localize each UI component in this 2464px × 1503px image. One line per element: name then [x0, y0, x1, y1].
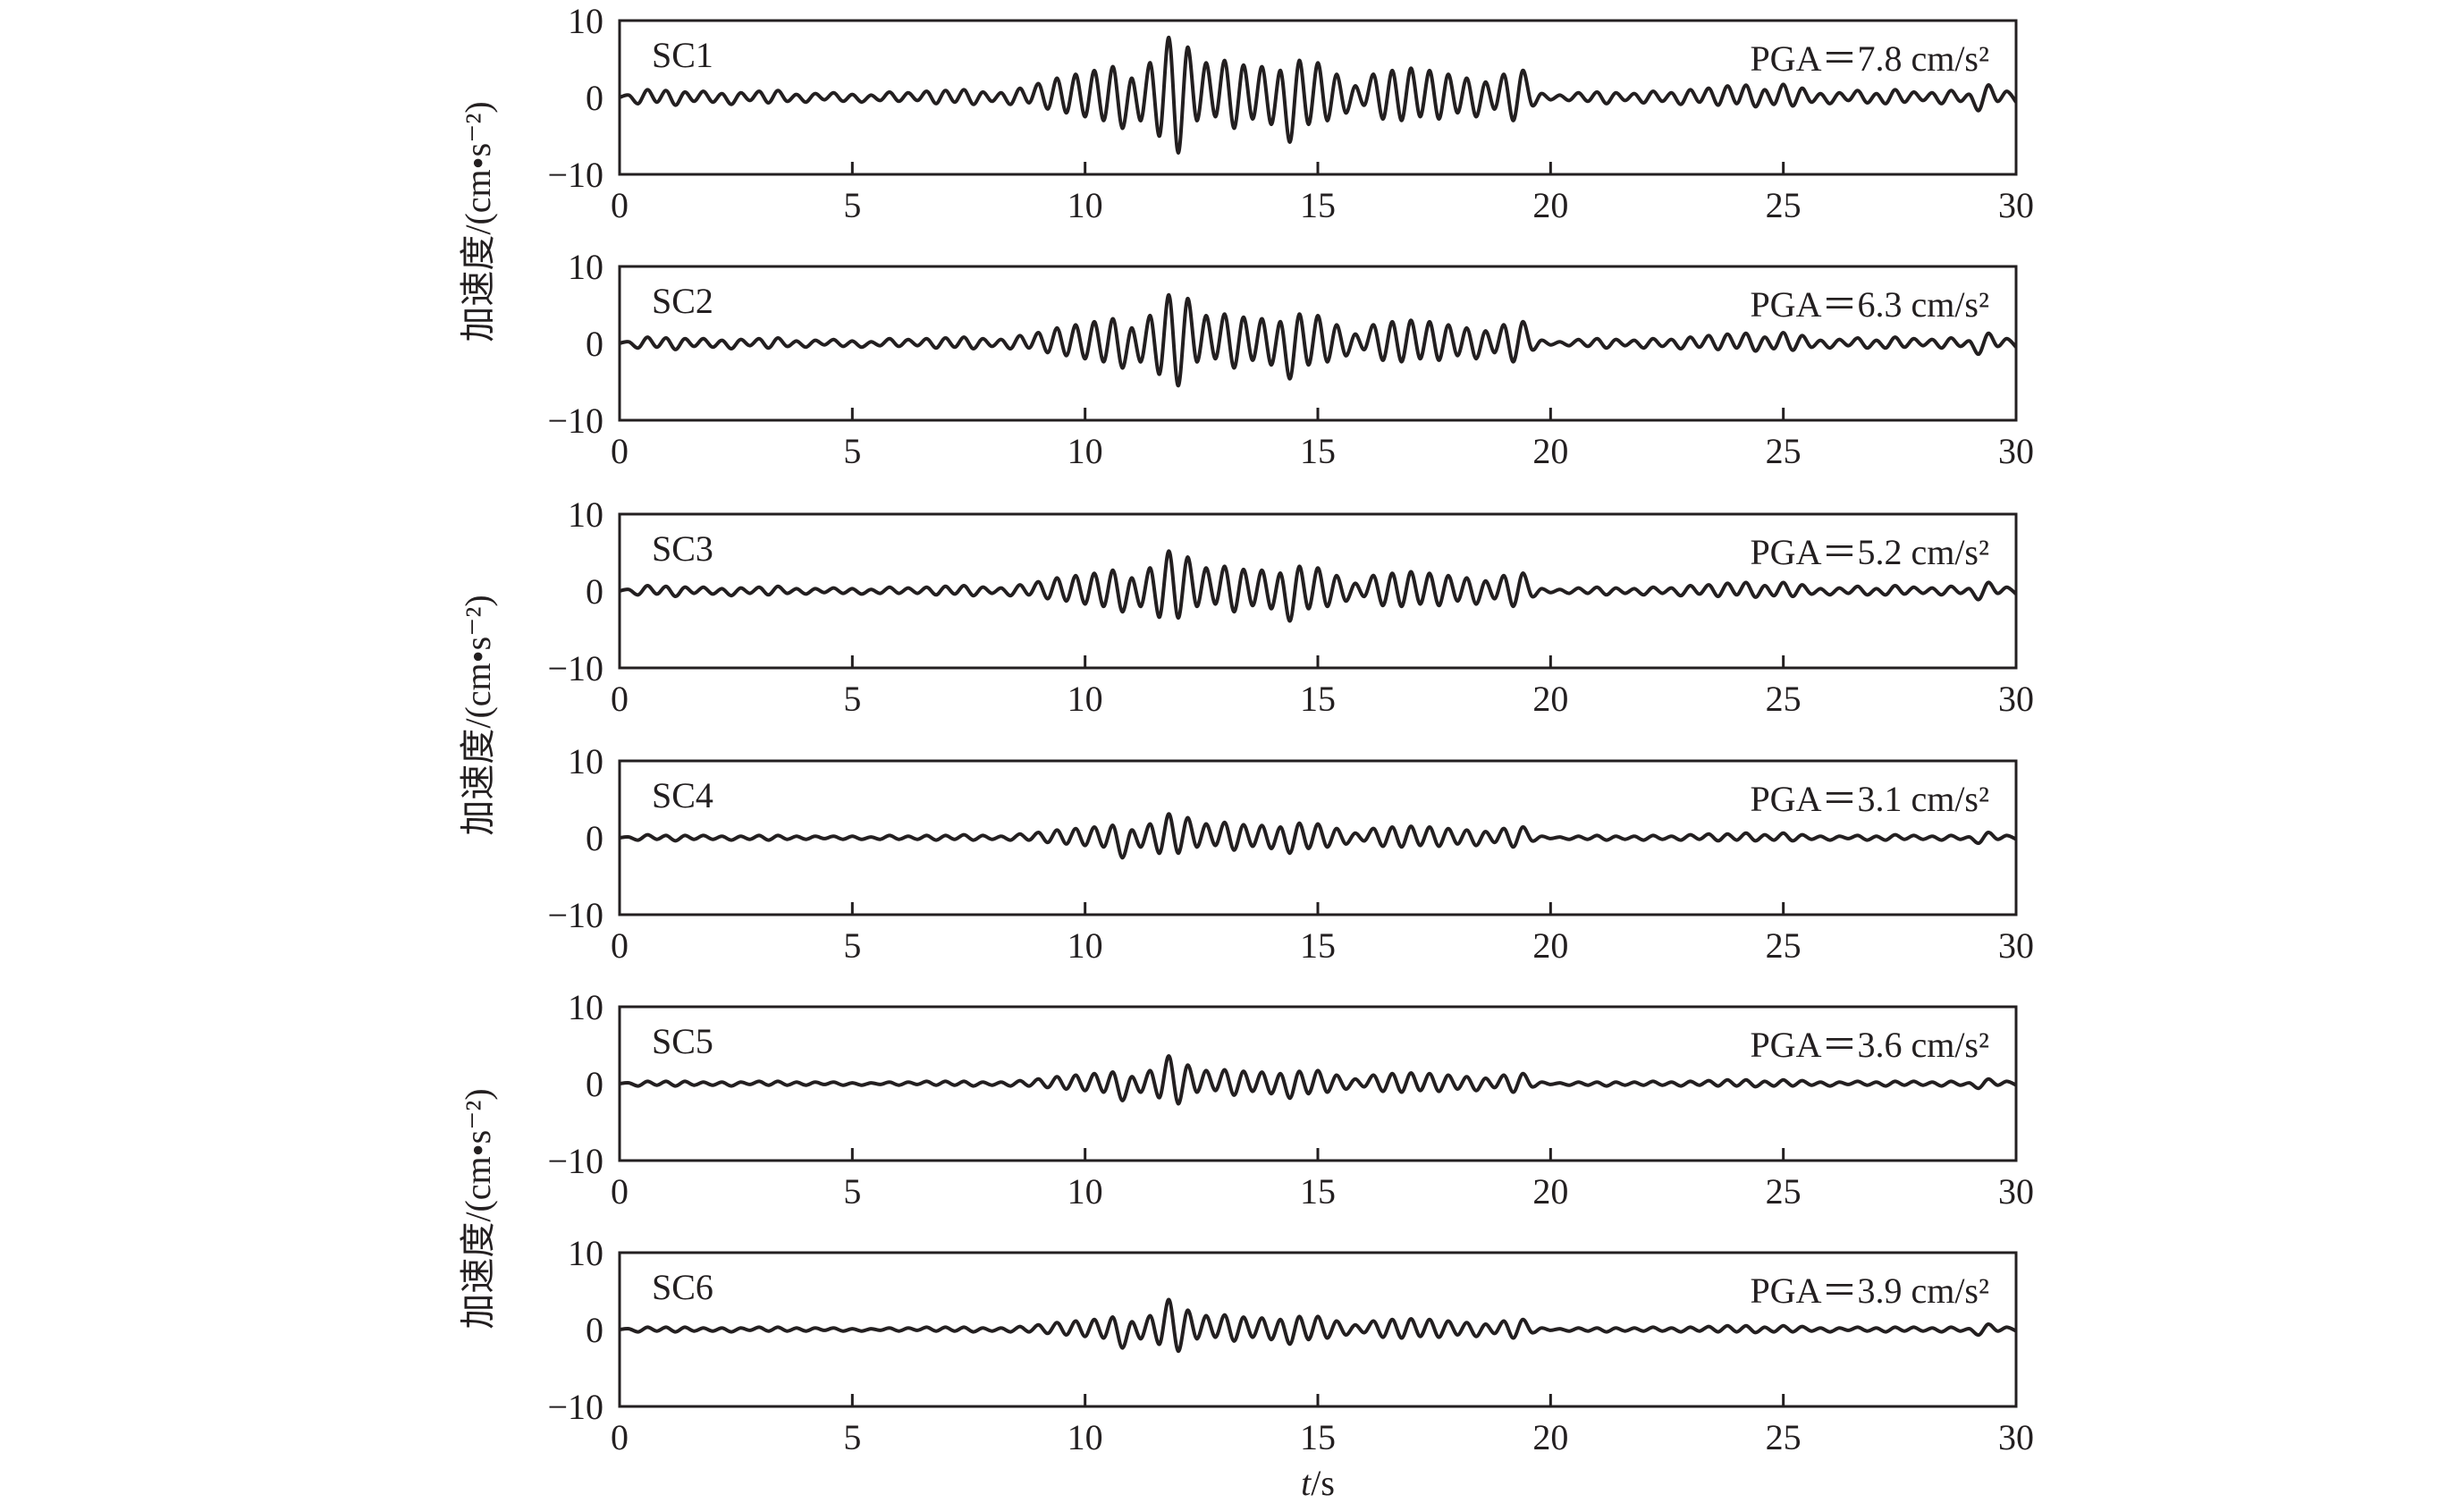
x-tick-label: 10 — [1067, 925, 1103, 966]
x-tick-label: 25 — [1766, 185, 1802, 225]
y-tick-label: −10 — [547, 648, 603, 688]
y-axis-label: 加速度/(cm•s⁻²) — [458, 1088, 498, 1329]
x-axis-label-variable: t — [1301, 1463, 1312, 1503]
y-tick-label: 10 — [568, 987, 603, 1027]
x-axis-label-unit: /s — [1311, 1463, 1335, 1503]
y-tick-label: 0 — [586, 78, 603, 118]
y-tick-label: −10 — [547, 1141, 603, 1181]
x-tick-label: 20 — [1532, 679, 1568, 719]
x-tick-label: 20 — [1532, 1171, 1568, 1212]
x-tick-label: 25 — [1766, 679, 1802, 719]
x-tick-label: 0 — [611, 679, 629, 719]
x-tick-label: 20 — [1532, 185, 1568, 225]
y-axis-label: 加速度/(cm•s⁻²) — [458, 595, 498, 835]
x-axis-label: t/s — [1301, 1463, 1335, 1503]
series-line-sc1 — [619, 35, 2018, 155]
x-tick-label: 0 — [611, 185, 629, 225]
x-tick-label: 0 — [611, 1171, 629, 1212]
x-tick-label: 25 — [1766, 1417, 1802, 1457]
x-tick-label: 10 — [1067, 185, 1103, 225]
x-tick-label: 5 — [843, 925, 861, 966]
y-tick-label: 10 — [568, 494, 603, 535]
x-tick-label: 30 — [1998, 185, 2034, 225]
y-tick-label: 10 — [568, 247, 603, 287]
pga-annotation: PGA＝3.6 cm/s² — [1750, 1025, 1989, 1065]
x-tick-label: 25 — [1766, 925, 1802, 966]
x-tick-label: 15 — [1300, 1171, 1336, 1212]
y-tick-label: 0 — [586, 571, 603, 612]
x-tick-label: 5 — [843, 1171, 861, 1212]
x-tick-label: 15 — [1300, 679, 1336, 719]
panel-label: SC2 — [652, 281, 713, 321]
x-tick-label: 20 — [1532, 431, 1568, 471]
x-tick-label: 30 — [1998, 1171, 2034, 1212]
y-tick-label: −10 — [547, 895, 603, 935]
x-tick-label: 30 — [1998, 1417, 2034, 1457]
panel-label: SC6 — [652, 1267, 713, 1307]
x-tick-label: 5 — [843, 185, 861, 225]
panel-label: SC4 — [652, 775, 713, 815]
x-tick-label: 10 — [1067, 1417, 1103, 1457]
y-tick-label: 10 — [568, 1233, 603, 1273]
x-tick-label: 20 — [1532, 925, 1568, 966]
y-tick-label: 10 — [568, 741, 603, 781]
series-line-sc6 — [619, 1297, 2017, 1354]
pga-annotation: PGA＝5.2 cm/s² — [1750, 532, 1989, 572]
x-tick-label: 0 — [611, 1417, 629, 1457]
x-tick-label: 15 — [1300, 431, 1336, 471]
panel-label: SC5 — [652, 1021, 713, 1061]
y-tick-label: 0 — [586, 1064, 603, 1104]
pga-annotation: PGA＝3.1 cm/s² — [1750, 779, 1989, 819]
y-tick-label: −10 — [547, 1387, 603, 1427]
y-tick-label: 0 — [586, 1310, 603, 1350]
x-tick-label: 10 — [1067, 679, 1103, 719]
y-tick-label: 0 — [586, 324, 603, 364]
x-tick-label: 0 — [611, 925, 629, 966]
x-tick-label: 5 — [843, 1417, 861, 1457]
x-tick-label: 30 — [1998, 431, 2034, 471]
x-tick-label: 30 — [1998, 679, 2034, 719]
series-line-sc3 — [619, 549, 2018, 623]
pga-annotation: PGA＝6.3 cm/s² — [1750, 284, 1989, 325]
x-tick-label: 10 — [1067, 431, 1103, 471]
y-axis-labels: 加速度/(cm•s⁻²) 加速度/(cm•s⁻²) 加速度/(cm•s⁻²) — [458, 101, 498, 1329]
y-axis-label: 加速度/(cm•s⁻²) — [458, 101, 498, 342]
x-tick-label: 30 — [1998, 925, 2034, 966]
x-tick-label: 0 — [611, 431, 629, 471]
y-tick-label: −10 — [547, 401, 603, 441]
x-tick-label: 10 — [1067, 1171, 1103, 1212]
y-tick-label: 10 — [568, 1, 603, 41]
x-tick-label: 15 — [1300, 925, 1336, 966]
panel-label: SC3 — [652, 528, 713, 569]
pga-annotation: PGA＝3.9 cm/s² — [1750, 1271, 1989, 1311]
x-tick-label: 5 — [843, 679, 861, 719]
pga-annotation: PGA＝7.8 cm/s² — [1750, 38, 1989, 79]
x-tick-label: 25 — [1766, 431, 1802, 471]
series-line-sc5 — [619, 1053, 2017, 1106]
y-tick-label: −10 — [547, 155, 603, 195]
x-tick-label: 15 — [1300, 1417, 1336, 1457]
x-tick-label: 20 — [1532, 1417, 1568, 1457]
y-tick-label: 0 — [586, 818, 603, 858]
x-tick-label: 5 — [843, 431, 861, 471]
x-tick-label: 15 — [1300, 185, 1336, 225]
panel-label: SC1 — [652, 35, 713, 75]
series-line-sc2 — [619, 292, 2018, 388]
x-tick-label: 25 — [1766, 1171, 1802, 1212]
series-line-sc4 — [619, 812, 2017, 860]
